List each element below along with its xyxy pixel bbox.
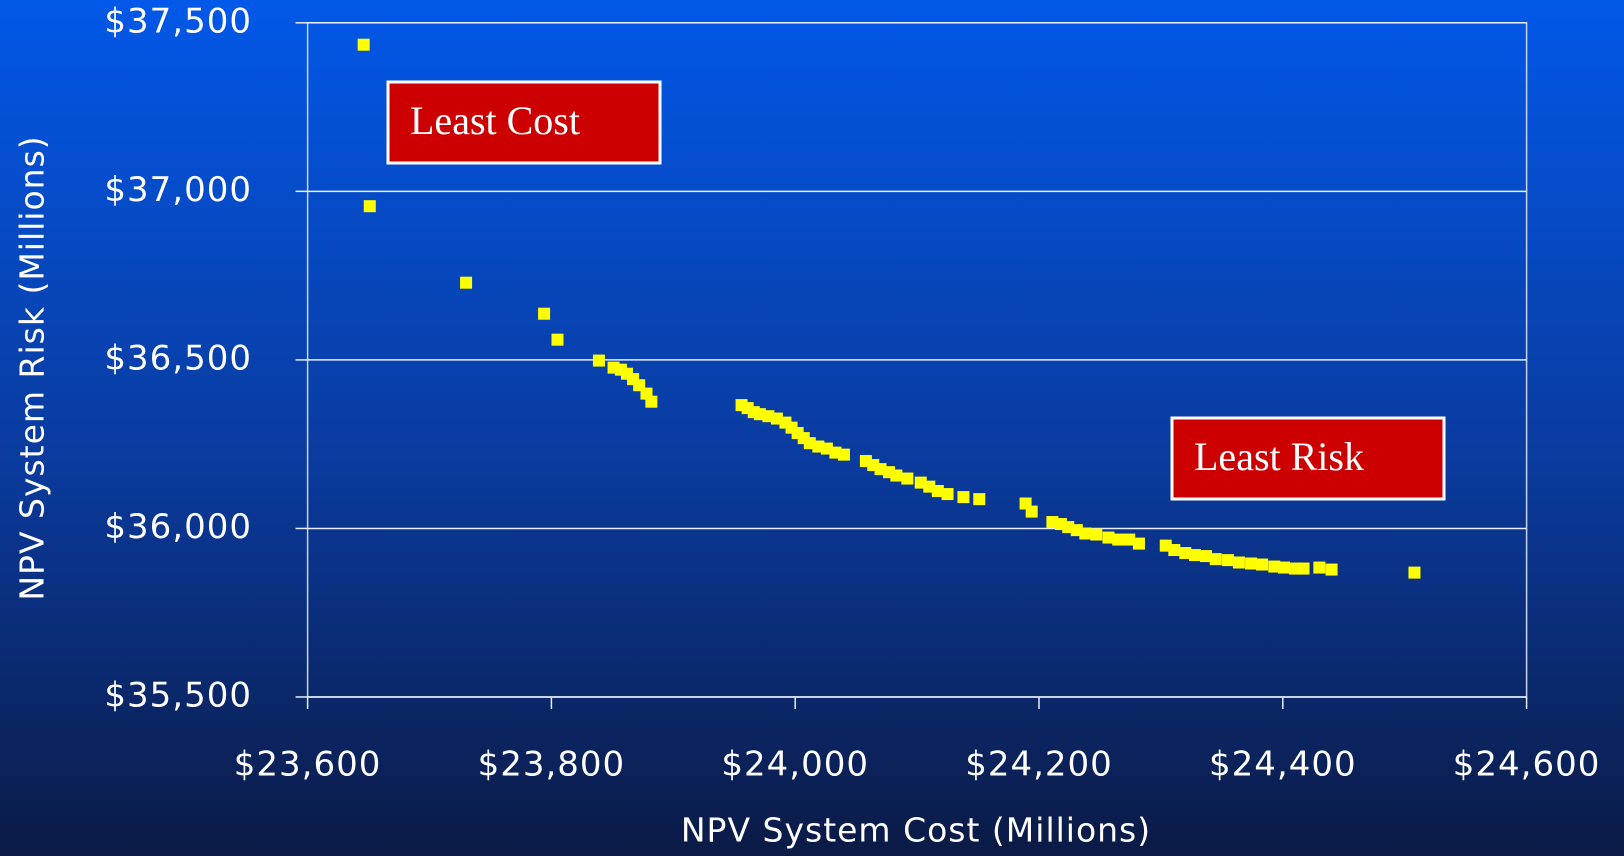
point [1297, 562, 1310, 575]
point [1200, 550, 1213, 563]
point [1245, 557, 1258, 570]
point [551, 333, 564, 346]
point [1189, 549, 1202, 562]
point [1112, 533, 1125, 546]
y-tick-label: $37,500 [104, 1, 252, 41]
annotation: Least Risk [1194, 434, 1364, 479]
x-tick-label: $23,600 [234, 745, 382, 785]
point [890, 469, 903, 482]
point [1268, 560, 1281, 573]
point [837, 448, 850, 461]
point [1278, 561, 1291, 574]
annotation-box [1170, 416, 1446, 501]
point [1256, 558, 1269, 571]
point [1209, 553, 1222, 566]
point [957, 491, 970, 504]
annotation: Least Cost [410, 98, 580, 143]
annotation-box [386, 80, 662, 165]
x-tick-label: $23,800 [478, 745, 626, 785]
point [363, 200, 376, 213]
point [1168, 544, 1181, 557]
point [1123, 533, 1136, 546]
point [1313, 561, 1326, 574]
point [941, 488, 954, 501]
point [973, 493, 986, 506]
y-tick-label: $37,000 [104, 170, 252, 210]
x-tick-label: $24,400 [1209, 745, 1357, 785]
y-axis-title: NPV System Risk (Millions) [13, 135, 52, 600]
x-tick-label: $24,200 [965, 745, 1113, 785]
x-tick-label: $24,000 [721, 745, 869, 785]
x-axis-title: NPV System Cost (Millions) [681, 811, 1151, 850]
point [931, 485, 944, 498]
point [1232, 556, 1245, 569]
point [1025, 505, 1038, 518]
point [1132, 537, 1145, 550]
point [460, 276, 473, 289]
point [1090, 528, 1103, 541]
y-tick-label: $36,000 [104, 507, 252, 547]
point [538, 307, 551, 320]
point [1179, 547, 1192, 560]
point [357, 38, 370, 51]
point [1079, 527, 1092, 540]
point [901, 472, 914, 485]
point [1102, 531, 1115, 544]
point [1408, 566, 1421, 579]
y-tick-label: $36,500 [104, 338, 252, 378]
point [1221, 554, 1234, 567]
y-tick-label: $35,500 [104, 676, 252, 716]
point [645, 395, 658, 408]
point [592, 354, 605, 367]
x-tick-label: $24,600 [1453, 745, 1601, 785]
point [1325, 563, 1338, 576]
